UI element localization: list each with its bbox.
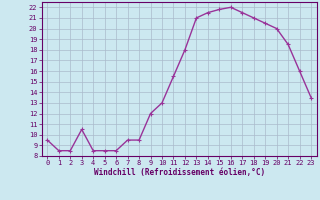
X-axis label: Windchill (Refroidissement éolien,°C): Windchill (Refroidissement éolien,°C): [94, 168, 265, 177]
